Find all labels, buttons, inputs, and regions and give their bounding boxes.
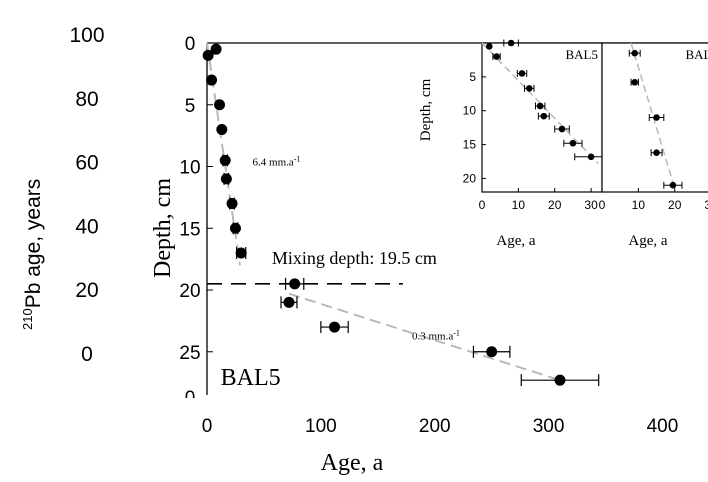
pb-age-axis-label: 210Pb age, years: [20, 179, 45, 330]
pb-age-axis-label-sup: 210: [20, 308, 35, 330]
inset-trend-line: [630, 42, 676, 189]
pb-age-tick-label: 20: [75, 279, 98, 302]
inset-title: BAL5: [566, 47, 599, 62]
pb-age-axis: 100 80 60 40 20 0: [69, 24, 104, 366]
main-x-tick-label: 400: [647, 416, 679, 437]
inset-data-point: [493, 53, 500, 60]
inset-data-point: [669, 181, 677, 189]
inset-data-point: [536, 102, 544, 110]
main-x-axis-label: Age, a: [321, 450, 384, 476]
inset-x-tick-label: 0: [479, 198, 486, 212]
rate-annotation: 6.4 mm.a-1: [253, 154, 301, 168]
pb-age-tick-label: 60: [75, 152, 98, 175]
data-point: [202, 49, 214, 61]
data-point: [229, 222, 241, 234]
annotation-text: 0.3 mm.a: [412, 330, 453, 342]
inset-data-point: [540, 112, 548, 120]
inset-bal2-x-label: Age, a: [628, 233, 667, 249]
data-point: [554, 374, 566, 386]
data-point: [206, 74, 218, 86]
inset-data-point: [525, 85, 533, 92]
data-point: [214, 99, 226, 111]
main-y-tick-label: 25: [179, 343, 200, 364]
pb-age-tick-label: 100: [69, 24, 104, 47]
inset-bal5-y-label: Depth, cm: [418, 78, 434, 141]
annotation-sup: -1: [294, 154, 301, 163]
main-y-tick-label: 15: [179, 219, 200, 240]
inset-bal2: 0 10 20 30 BAL2: [599, 42, 708, 212]
inset-x-tick-label: 20: [548, 198, 562, 212]
inset-bal5-x-label: Age, a: [496, 233, 535, 249]
main-y-tick-label: 0: [185, 34, 196, 55]
rate-annotation: 0.3 mm.a-1: [412, 328, 460, 342]
inset-data-point: [558, 125, 566, 133]
main-y-tick-label: 5: [185, 96, 196, 117]
inset-x-tick-label: 0: [599, 198, 606, 212]
inset-bal5: 0 10 20 30 5 10 15 20 BAL5: [463, 39, 608, 212]
annotation-text: 6.4 mm.a: [253, 156, 294, 168]
inset-data-point: [631, 78, 639, 86]
main-y-tick-label: 10: [179, 158, 200, 179]
inset-data-point: [587, 153, 595, 161]
data-point: [235, 247, 247, 259]
main-y-axis-label: Depth, cm: [150, 178, 176, 278]
inset-data-point: [507, 39, 515, 47]
data-point: [219, 154, 231, 166]
inset-data-point: [653, 114, 660, 121]
inset-x-tick-label: 30: [584, 198, 598, 212]
inset-x-tick-label: 20: [668, 198, 682, 212]
panel-label: BAL5: [221, 365, 281, 391]
trend-line-lower: [288, 292, 561, 382]
data-point: [216, 123, 228, 135]
main-y-tick-label-cut: 0: [185, 388, 196, 409]
main-y-tick-label: 20: [179, 281, 200, 302]
data-point: [220, 173, 232, 185]
inset-data-point: [569, 139, 577, 147]
inset-data-point: [518, 70, 526, 77]
main-x-tick-label: 100: [305, 416, 337, 437]
main-x-tick-label: 200: [419, 416, 451, 437]
data-point: [283, 296, 295, 308]
inset-x-tick-label: 10: [632, 198, 646, 212]
annotation-text: Mixing depth: 19.5 cm: [272, 248, 437, 268]
data-point: [210, 43, 222, 55]
pb-age-tick-label: 40: [75, 215, 98, 238]
inset-y-tick-label: 5: [469, 70, 476, 84]
pb-age-tick-label: 80: [75, 88, 98, 111]
inset-x-tick-label: 10: [512, 198, 526, 212]
inset-x-tick-label: 30: [704, 198, 708, 212]
data-point: [289, 278, 301, 290]
inset-y-tick-label: 20: [463, 171, 477, 185]
inset-data-point: [653, 149, 660, 157]
data-point: [486, 346, 498, 358]
annotation-text: BAL5: [221, 365, 281, 391]
inset-title: BAL2: [686, 47, 708, 62]
mixing-depth-label: Mixing depth: 19.5 cm: [272, 248, 437, 268]
main-x-tick-label: 300: [533, 416, 565, 437]
inset-y-tick-label: 15: [463, 138, 477, 152]
annotation-sup: -1: [453, 328, 460, 337]
pb-age-tick-label: 0: [81, 343, 93, 366]
inset-data-point: [631, 49, 639, 57]
inset-data-point: [485, 43, 493, 50]
main-x-tick-label: 0: [202, 416, 213, 437]
data-point: [226, 198, 238, 210]
inset-y-tick-label: 10: [463, 104, 477, 118]
data-point: [329, 321, 341, 333]
pb-age-axis-label-text: Pb age, years: [22, 179, 45, 309]
